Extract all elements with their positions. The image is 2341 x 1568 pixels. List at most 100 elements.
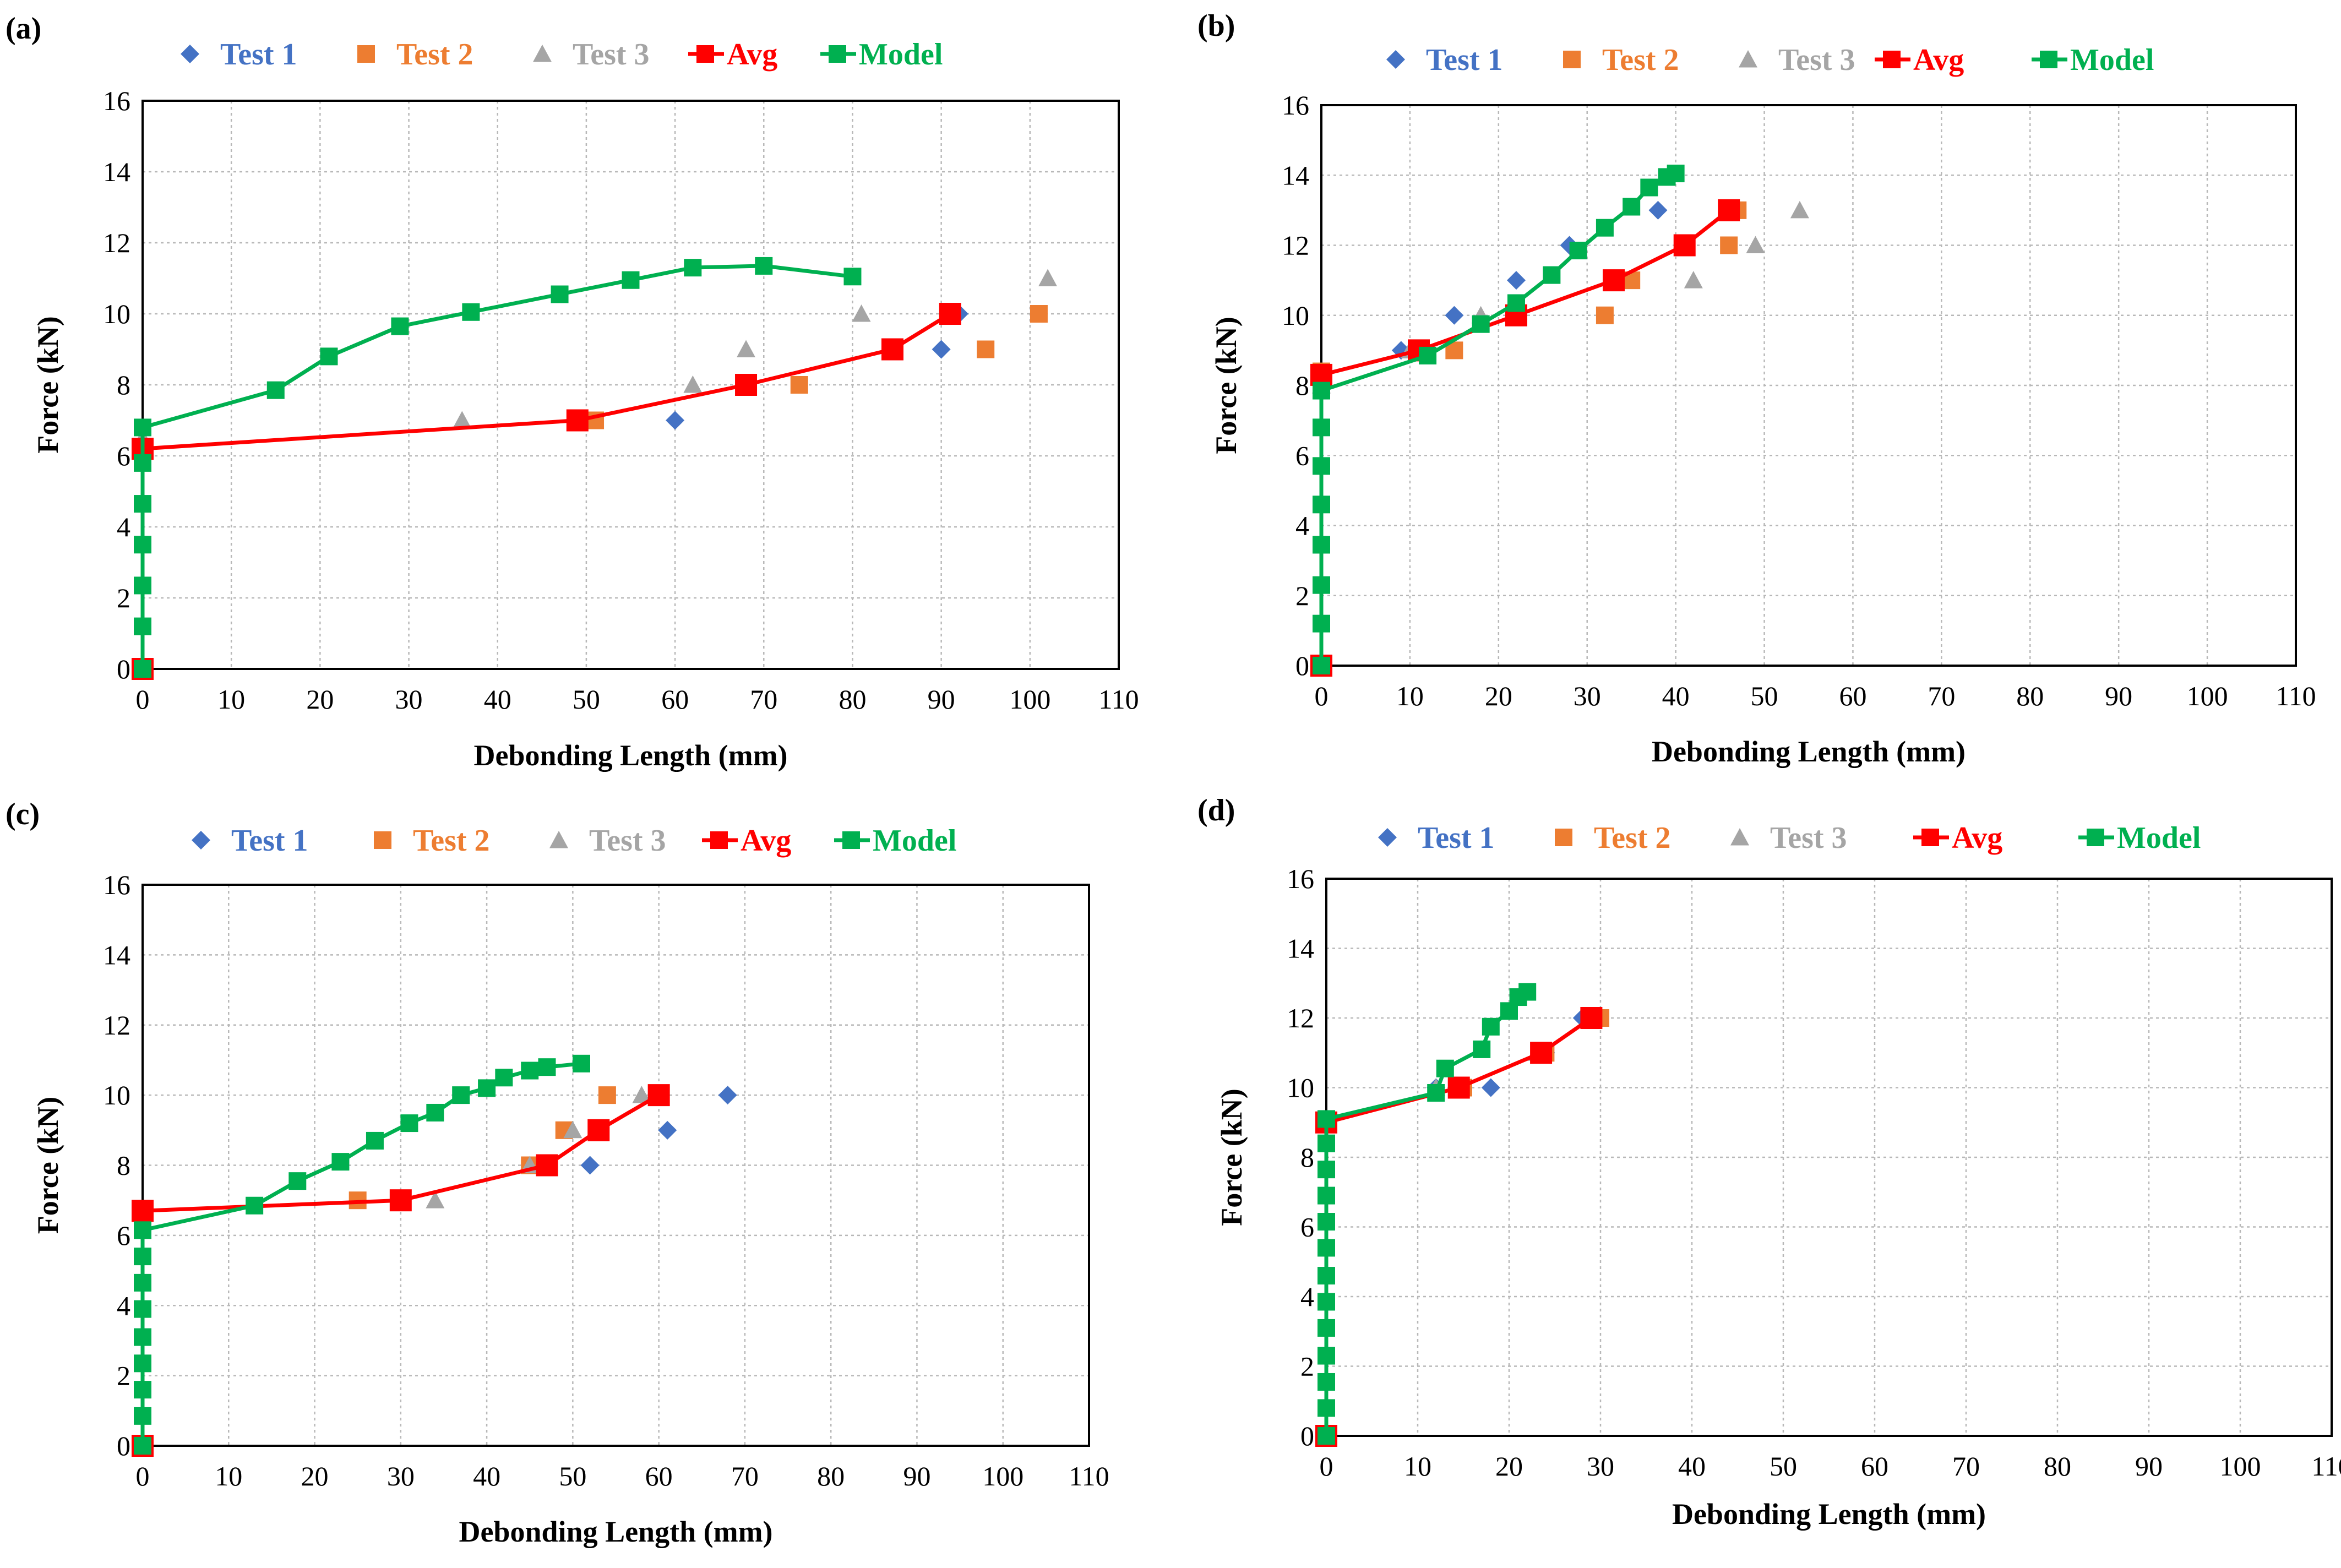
model-point	[366, 1131, 384, 1150]
series-test3	[1317, 1009, 1601, 1444]
legend-marker	[533, 45, 552, 62]
x-tick-label: 60	[645, 1461, 673, 1491]
y-tick-label: 16	[103, 869, 130, 900]
y-tick-label: 8	[1295, 370, 1309, 401]
x-tick-label: 70	[731, 1461, 759, 1491]
legend: Test 1 Test 2 Test 3 Avg Model	[181, 37, 943, 72]
x-tick-label: 0	[1315, 680, 1329, 711]
y-tick-label: 4	[1295, 510, 1309, 541]
x-axis-title: Debonding Length (mm)	[473, 739, 787, 772]
plot-frame	[141, 100, 1120, 670]
x-tick-label: 40	[473, 1461, 500, 1491]
x-tick-label: 10	[215, 1461, 242, 1491]
legend-item-test2: Test 2	[1555, 821, 1671, 855]
avg-point	[1580, 1007, 1603, 1029]
model-point	[1667, 165, 1685, 183]
series-test3	[1312, 200, 1809, 674]
legend-marker	[192, 831, 210, 850]
y-tick-label: 12	[103, 227, 130, 258]
model-point	[1543, 266, 1561, 284]
panel-label: (a)	[6, 12, 41, 46]
model-point	[1640, 178, 1658, 197]
legend-label: Test 3	[573, 37, 650, 72]
y-tick-label: 6	[117, 1220, 130, 1251]
y-tick-label: 0	[117, 654, 130, 684]
legend-marker	[1563, 51, 1581, 68]
model-point	[134, 418, 151, 437]
avg-point	[536, 1154, 558, 1177]
chart-panel-0: (a) 0 10 20 30 40 50 60 70 80 90 100 110 0 2 4 6 8 10 12 14 1…	[6, 12, 1139, 772]
model-point	[134, 495, 151, 513]
x-tick-label: 80	[2016, 680, 2044, 711]
legend-label: Avg	[1952, 821, 2002, 855]
legend-marker	[710, 831, 728, 849]
model-point	[246, 1196, 264, 1215]
y-tick-label: 16	[1287, 863, 1314, 894]
model-point	[1419, 346, 1437, 364]
model-point	[134, 536, 151, 554]
x-tick-label: 80	[2044, 1451, 2071, 1482]
model-point	[134, 1328, 151, 1346]
model-point	[452, 1086, 470, 1104]
model-point	[134, 1407, 151, 1425]
y-tick-label: 2	[1300, 1351, 1314, 1382]
model-point	[1318, 1399, 1335, 1417]
legend-marker	[1555, 829, 1572, 846]
legend-item-test1: Test 1	[1378, 821, 1495, 855]
legend-item-test2: Test 2	[357, 37, 473, 72]
x-tick-label: 90	[903, 1461, 930, 1491]
y-tick-label: 4	[1300, 1281, 1314, 1312]
y-tick-label: 6	[117, 440, 130, 471]
model-point	[391, 317, 409, 335]
model-point	[134, 454, 151, 472]
model-point	[1313, 576, 1330, 594]
y-tick-label: 2	[117, 582, 130, 613]
test3-point	[683, 375, 703, 393]
model-point	[1318, 1319, 1335, 1337]
y-tick-label: 14	[1287, 933, 1314, 964]
panel-label: (d)	[1197, 793, 1235, 827]
model-point	[134, 1248, 151, 1266]
model-point	[755, 257, 773, 275]
y-tick-label: 16	[103, 85, 130, 116]
legend-label: Model	[873, 824, 956, 858]
legend-item-test2: Test 2	[1563, 43, 1679, 77]
x-tick-label: 30	[387, 1461, 415, 1491]
avg-line	[1319, 209, 1730, 666]
y-tick-label: 14	[103, 156, 130, 187]
avg-point	[939, 303, 961, 325]
legend-label: Test 1	[1426, 43, 1503, 77]
model-point	[1313, 382, 1330, 400]
legend-item-avg: Avg	[688, 37, 777, 72]
test1-point	[932, 340, 951, 359]
model-point	[1313, 457, 1330, 475]
legend-item-model: Model	[2032, 43, 2154, 77]
model-point	[1482, 1017, 1500, 1036]
legend-item-avg: Avg	[1875, 43, 1964, 77]
series-test1	[133, 1086, 737, 1455]
x-axis-title: Debonding Length (mm)	[1672, 1498, 1986, 1531]
legend-item-model: Model	[2078, 821, 2201, 855]
series-model	[134, 257, 862, 678]
series-test3	[133, 269, 1058, 677]
x-tick-label: 20	[1485, 680, 1512, 711]
x-tick-label: 30	[395, 684, 423, 715]
x-tick-label: 90	[928, 684, 955, 715]
legend-marker	[842, 831, 860, 849]
model-point	[134, 617, 151, 635]
test3-point	[852, 304, 871, 322]
x-tick-label: 110	[1098, 684, 1139, 715]
legend-label: Test 3	[1770, 821, 1847, 855]
legend-label: Model	[2070, 43, 2154, 77]
test2-point	[1596, 306, 1614, 324]
test1-point	[1481, 1078, 1500, 1097]
x-tick-label: 90	[2105, 680, 2132, 711]
test1-point	[658, 1120, 677, 1140]
test3-point	[1684, 271, 1703, 288]
model-point	[1318, 1161, 1335, 1179]
model-point	[134, 576, 151, 595]
x-tick-label: 0	[1320, 1451, 1333, 1482]
x-axis-title: Debonding Length (mm)	[459, 1515, 772, 1548]
legend-label: Test 3	[589, 824, 666, 858]
avg-point	[1447, 1076, 1470, 1099]
